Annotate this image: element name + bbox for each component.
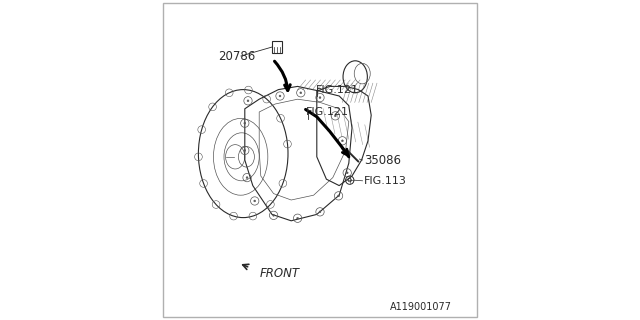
Circle shape [253, 200, 256, 202]
Circle shape [244, 122, 246, 124]
Circle shape [244, 149, 246, 151]
Text: A119001077: A119001077 [390, 302, 452, 312]
Text: 20786: 20786 [219, 50, 256, 62]
Circle shape [247, 100, 249, 102]
Text: FRONT: FRONT [259, 267, 300, 280]
Circle shape [342, 140, 343, 142]
Circle shape [319, 97, 321, 99]
Text: 35086: 35086 [364, 154, 401, 166]
Text: FIG.121: FIG.121 [306, 107, 349, 117]
Text: FIG.113: FIG.113 [364, 176, 407, 186]
Circle shape [346, 172, 348, 174]
Circle shape [297, 217, 298, 219]
Circle shape [246, 177, 248, 179]
Circle shape [273, 214, 275, 216]
Text: FIG.121: FIG.121 [316, 84, 359, 95]
Circle shape [300, 92, 302, 94]
Circle shape [279, 95, 281, 97]
Circle shape [335, 115, 337, 117]
Circle shape [319, 211, 321, 213]
Circle shape [338, 195, 339, 197]
